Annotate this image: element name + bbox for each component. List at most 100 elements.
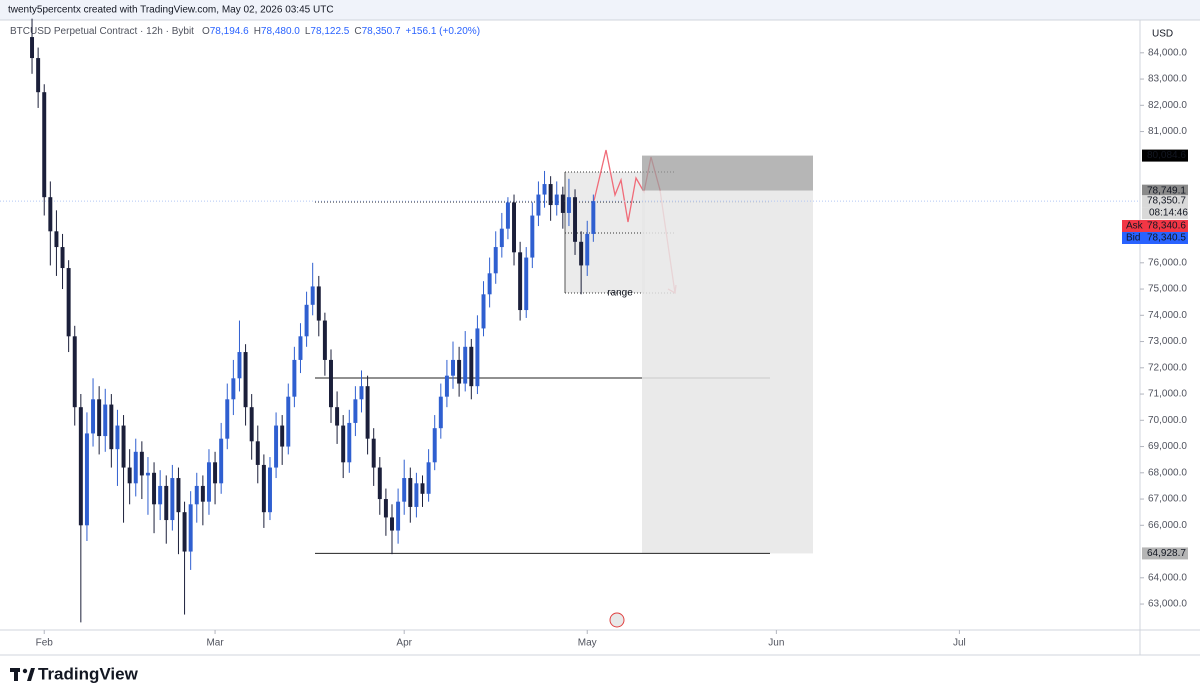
countdown: 08:14:46 [1149, 208, 1188, 219]
watermark: twenty5percentx created with TradingView… [8, 5, 334, 16]
y-tick-label: 72,000.0 [1148, 362, 1187, 373]
candle-body [176, 478, 181, 513]
candle-body [158, 485, 163, 505]
candle-body [322, 320, 327, 360]
candle-body [310, 286, 315, 305]
y-tick-label: 68,000.0 [1148, 467, 1187, 478]
candle-body [353, 399, 358, 423]
candle-body [78, 407, 83, 526]
candle-body [377, 467, 382, 500]
candle-body [371, 438, 376, 468]
currency: USD [1152, 29, 1173, 40]
candle-body [304, 304, 309, 337]
candle-body [316, 286, 321, 321]
candle-body [274, 425, 279, 468]
candle-body [487, 273, 492, 295]
annotation: range [607, 288, 633, 299]
candle-body [396, 501, 401, 531]
candle-body [200, 485, 205, 502]
x-tick-label: Apr [396, 638, 412, 649]
ohlc-value: 78,194.6 [210, 26, 249, 37]
candle-body [103, 404, 108, 437]
candle-body [42, 92, 47, 198]
price-label: 80,084.6 [1147, 150, 1186, 161]
logo-mark [27, 668, 35, 681]
candle-body [72, 336, 77, 408]
price-label: 78,749.1 [1147, 185, 1186, 196]
candle-body [530, 215, 535, 258]
y-tick-label: 75,000.0 [1148, 284, 1187, 295]
candle-body [444, 375, 449, 397]
candle-body [84, 433, 89, 526]
candle-body [518, 252, 523, 311]
candle-body [54, 231, 59, 248]
price-label: 78,350.7 [1147, 196, 1186, 207]
candle-body [133, 451, 138, 484]
candle-body [152, 472, 157, 505]
x-tick-label: May [578, 638, 597, 649]
x-tick-label: Jul [953, 638, 966, 649]
candle-body [524, 257, 529, 311]
candle-body [127, 467, 132, 484]
symbol: BTCUSD Perpetual Contract · 12h · Bybit [10, 26, 194, 37]
candle-body [267, 467, 272, 513]
candle-body [426, 462, 431, 494]
candle-body [408, 478, 413, 507]
candle-body [420, 483, 425, 494]
y-tick-label: 83,000.0 [1148, 74, 1187, 85]
y-tick-label: 76,000.0 [1148, 257, 1187, 268]
candle-body [579, 241, 584, 266]
y-tick-label: 64,000.0 [1148, 572, 1187, 583]
target-zone [642, 190, 813, 554]
candle-body [48, 197, 53, 232]
candle-body [499, 228, 504, 248]
candle-body [219, 438, 224, 484]
symbol-legend: BTCUSD Perpetual Contract · 12h · Bybit O… [10, 26, 480, 37]
x-tick-label: Feb [36, 638, 54, 649]
quote-name: Bid [1126, 233, 1140, 244]
y-tick-label: 70,000.0 [1148, 415, 1187, 426]
price-label-bg [1142, 195, 1188, 208]
price-label-bg [1142, 184, 1188, 197]
candle-body [298, 336, 303, 360]
candle-body [286, 396, 291, 447]
quote-value: 78,340.6 [1147, 221, 1186, 232]
candle-body [390, 517, 394, 531]
candle-body [505, 202, 510, 229]
quote-value: 78,340.5 [1147, 233, 1186, 244]
candle-body [292, 359, 297, 397]
candle-body [237, 352, 242, 379]
candle-body [170, 478, 175, 521]
ohlc-value: 78,350.7 [362, 26, 401, 37]
price-label-bg [1142, 149, 1188, 162]
candle-body [139, 451, 144, 476]
y-tick-label: 73,000.0 [1148, 336, 1187, 347]
y-tick-label: 84,000.0 [1148, 47, 1187, 58]
candle-body [30, 37, 35, 59]
candle-body [457, 359, 462, 384]
candle-body [121, 425, 126, 468]
candle-body [451, 359, 455, 376]
candle-body [225, 399, 230, 439]
candle-body [554, 194, 559, 206]
candle-body [548, 184, 553, 206]
candle-body [475, 328, 480, 387]
logo-mark [14, 668, 18, 681]
candle-body [585, 233, 590, 266]
quote-bg [1122, 220, 1188, 232]
countdown-bg [1142, 207, 1188, 220]
ohlc-key: H [254, 26, 261, 37]
y-tick-label: 66,000.0 [1148, 520, 1187, 531]
brand: TradingView [38, 664, 139, 683]
event-icon[interactable] [609, 612, 625, 628]
candle-body [432, 428, 437, 463]
ohlc-value: 78,122.5 [310, 26, 349, 37]
candle-body [341, 425, 346, 463]
candle-body [463, 346, 468, 384]
ohlc-value: 78,480.0 [261, 26, 300, 37]
candle-body [383, 499, 388, 518]
stop-zone [642, 155, 813, 191]
candle-body [481, 294, 486, 329]
